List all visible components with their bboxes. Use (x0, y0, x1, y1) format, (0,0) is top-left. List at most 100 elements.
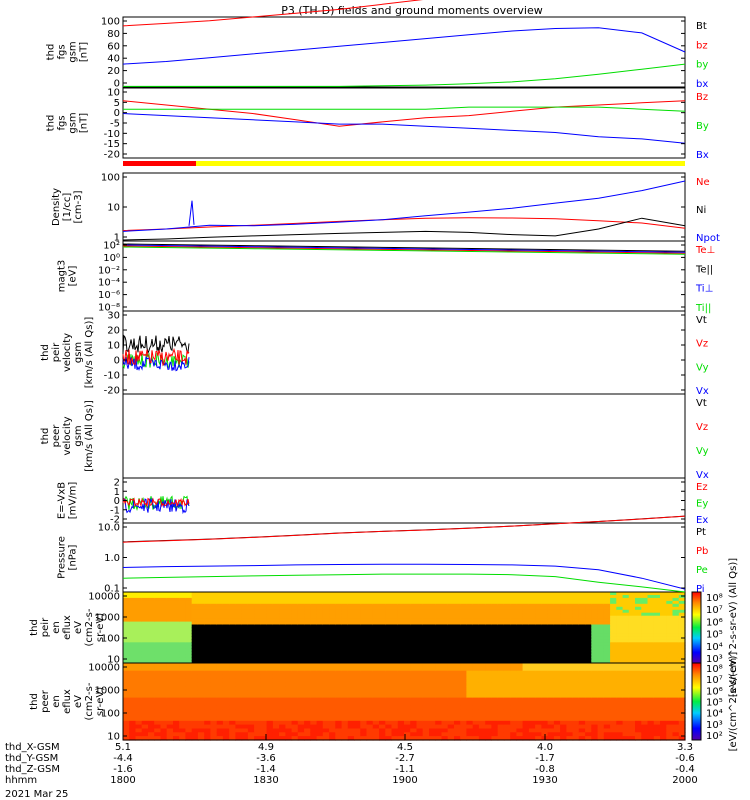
spectro-cell (622, 724, 630, 730)
spectro-cell (141, 606, 149, 611)
spectro-cell (678, 651, 686, 655)
spectro-cell (491, 645, 499, 649)
spectro-cell (191, 674, 199, 679)
spectro-cell (628, 600, 636, 605)
spectro-cell (572, 660, 580, 664)
spectro-cell (129, 724, 136, 730)
spectro-cell (160, 633, 168, 637)
spectro-cell (341, 615, 349, 620)
spectro-cell (366, 597, 374, 602)
spectro-cell (160, 615, 168, 620)
series-vx (122, 355, 190, 372)
spectro-cell (272, 654, 280, 658)
y-tick-label: 1000 (95, 613, 120, 624)
spectro-cell (447, 693, 455, 699)
spectro-cell (241, 597, 249, 602)
spectro-cell (591, 615, 599, 620)
legend-entry: Ne (696, 177, 710, 188)
spectro-cell (241, 657, 249, 661)
spectro-cell (285, 682, 293, 687)
spectro-cell (485, 603, 492, 608)
spectro-cell (628, 674, 636, 679)
spectro-cell (553, 693, 561, 699)
spectro-cell (416, 716, 424, 722)
spectro-cell (591, 678, 599, 683)
spectro-cell (191, 701, 199, 706)
spectro-cell (410, 674, 417, 679)
spectro-cell (329, 736, 336, 741)
spectro-cell (397, 648, 405, 652)
spectro-cell (135, 612, 143, 617)
spectro-cell (528, 621, 536, 626)
spectro-cell (478, 678, 486, 683)
spectro-cell (666, 697, 674, 703)
spectro-cell (141, 736, 149, 741)
spectro-cell (404, 670, 411, 676)
spectro-cell (310, 732, 318, 737)
spectro-cell (404, 606, 411, 611)
spectro-cell (472, 666, 480, 672)
spectro-cell (166, 660, 174, 664)
spectro-cell (241, 670, 249, 676)
y-tick-label: -2 (110, 515, 120, 526)
spectro-cell (129, 651, 136, 655)
spectro-cell (372, 618, 380, 623)
spectro-cell (578, 666, 586, 672)
spectro-cell (216, 701, 224, 706)
spectro-cell (485, 724, 492, 730)
spectro-cell (422, 686, 430, 691)
spectro-cell (285, 609, 293, 614)
spectro-cell (578, 597, 586, 602)
spectro-cell (154, 624, 161, 629)
spectro-cell (672, 660, 680, 664)
spectro-cell (354, 660, 361, 664)
spectro-cell (329, 663, 336, 668)
spectro-cell (429, 693, 436, 699)
spectro-cell (141, 612, 149, 617)
spectro-cell (472, 603, 480, 608)
spectro-cell (285, 618, 293, 623)
spectro-cell (454, 603, 461, 608)
spectro-cell (641, 621, 649, 626)
spectro-cell (616, 736, 624, 741)
spectro-cell (385, 705, 393, 710)
spectro-cell (460, 697, 467, 703)
spectro-cell (441, 592, 449, 596)
spectro-cell (322, 686, 330, 691)
spectro-cell (628, 716, 636, 722)
spectro-cell (653, 657, 661, 661)
spectro-cell (628, 660, 636, 664)
spectro-cell (329, 697, 336, 703)
spectro-cell (503, 651, 511, 655)
spectro-cell (216, 654, 224, 658)
spectro-cell (241, 651, 249, 655)
spectro-cell (566, 633, 574, 637)
spectro-cell (397, 636, 405, 640)
spectro-cell (372, 728, 380, 733)
spectro-cell (166, 724, 174, 730)
spectro-cell (247, 705, 255, 710)
spectro-cell (341, 713, 349, 718)
spectro-cell (310, 633, 318, 637)
spectro-cell (191, 630, 199, 635)
spectro-cell (385, 595, 393, 599)
spectro-cell (660, 697, 667, 703)
spectro-cell (310, 693, 318, 699)
spectro-cell (316, 609, 324, 614)
spectro-cell (510, 621, 517, 626)
spectro-cell (304, 705, 311, 710)
spectro-cell (291, 701, 299, 706)
spectro-cell (647, 606, 655, 611)
spectro-cell (185, 633, 193, 637)
spectro-cell (435, 627, 442, 632)
spectro-cell (385, 642, 393, 646)
spectro-cell (160, 670, 168, 676)
spectro-cell (148, 663, 155, 668)
spectro-cell (179, 615, 186, 620)
spectro-cell (497, 660, 505, 664)
spectro-cell (372, 724, 380, 730)
spectro-cell (535, 720, 542, 726)
spectro-cell (148, 648, 155, 652)
spectro-cell (204, 705, 211, 710)
spectro-cell (372, 732, 380, 737)
